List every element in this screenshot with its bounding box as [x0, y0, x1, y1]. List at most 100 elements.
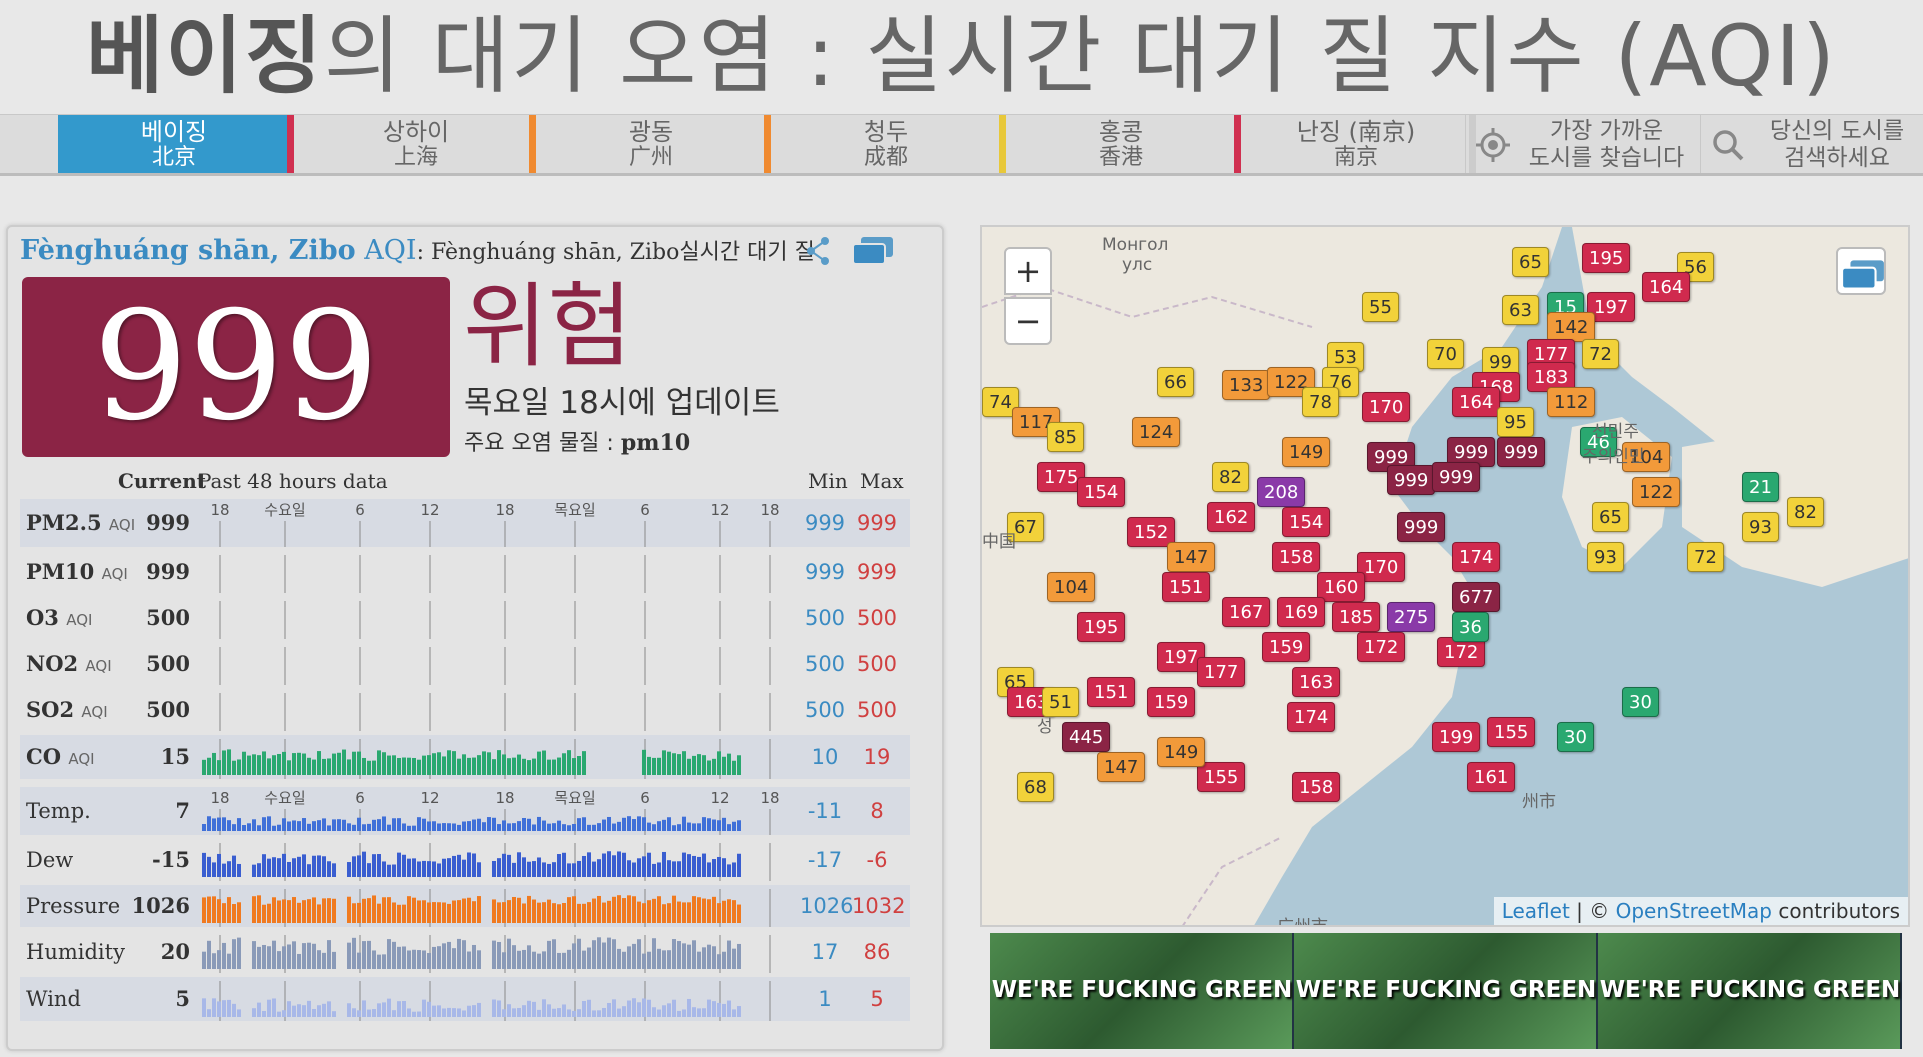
aqi-marker[interactable]: 70: [1427, 339, 1464, 369]
map-fullscreen-button[interactable]: [1836, 247, 1886, 295]
aqi-marker[interactable]: 30: [1557, 722, 1594, 752]
city-tab-0[interactable]: 베이징 北京: [58, 115, 294, 173]
aqi-marker[interactable]: 93: [1587, 542, 1624, 572]
aqi-marker[interactable]: 999: [1387, 465, 1436, 495]
pollutant-row-3[interactable]: NO2 AQI 500 500 500: [20, 643, 910, 685]
aqi-marker[interactable]: 677: [1452, 582, 1501, 612]
aqi-marker[interactable]: 177: [1197, 657, 1246, 687]
aqi-marker[interactable]: 174: [1287, 702, 1336, 732]
aqi-marker[interactable]: 158: [1272, 542, 1321, 572]
aqi-marker[interactable]: 147: [1167, 542, 1216, 572]
aqi-marker[interactable]: 133: [1222, 370, 1271, 400]
aqi-marker[interactable]: 78: [1302, 387, 1339, 417]
pollutant-row-1[interactable]: PM10 AQI 999 999 999: [20, 551, 910, 593]
aqi-marker[interactable]: 93: [1742, 512, 1779, 542]
aqi-marker[interactable]: 30: [1622, 687, 1659, 717]
aqi-marker[interactable]: 170: [1357, 552, 1406, 582]
aqi-marker[interactable]: 162: [1207, 502, 1256, 532]
aqi-marker[interactable]: 149: [1157, 737, 1206, 767]
aqi-marker[interactable]: 169: [1277, 597, 1326, 627]
osm-link[interactable]: OpenStreetMap: [1615, 899, 1773, 923]
aqi-marker[interactable]: 164: [1452, 387, 1501, 417]
aqi-marker[interactable]: 155: [1487, 717, 1536, 747]
pollutant-row-7[interactable]: Dew -15 -17 -6: [20, 839, 910, 881]
ad-tile[interactable]: WE'RE FUCKING GREEN: [1294, 933, 1598, 1049]
ad-banner[interactable]: WE'RE FUCKING GREEN WE'RE FUCKING GREEN WE…: [990, 933, 1902, 1049]
pollutant-row-9[interactable]: Humidity 20 17 86: [20, 931, 910, 973]
aqi-marker[interactable]: 158: [1292, 772, 1341, 802]
aqi-marker[interactable]: 172: [1357, 632, 1406, 662]
aqi-marker[interactable]: 112: [1547, 387, 1596, 417]
aqi-marker[interactable]: 167: [1222, 597, 1271, 627]
city-tab-4[interactable]: 홍콩 香港: [1005, 115, 1241, 173]
aqi-marker[interactable]: 275: [1387, 602, 1436, 632]
aqi-marker[interactable]: 155: [1197, 762, 1246, 792]
aqi-marker[interactable]: 208: [1257, 477, 1306, 507]
ad-tile[interactable]: WE'RE FUCKING GREEN: [1598, 933, 1902, 1049]
leaflet-link[interactable]: Leaflet: [1501, 899, 1570, 923]
aqi-marker[interactable]: 445: [1062, 722, 1111, 752]
aqi-marker[interactable]: 174: [1452, 542, 1501, 572]
aqi-marker[interactable]: 197: [1157, 642, 1206, 672]
aqi-marker[interactable]: 63: [1502, 295, 1539, 325]
aqi-marker[interactable]: 199: [1432, 722, 1481, 752]
aqi-marker[interactable]: 51: [1042, 687, 1079, 717]
zoom-out-button[interactable]: −: [1004, 297, 1052, 345]
aqi-marker[interactable]: 170: [1362, 392, 1411, 422]
aqi-marker[interactable]: 999: [1397, 512, 1446, 542]
aqi-marker[interactable]: 104: [1047, 572, 1096, 602]
aqi-marker[interactable]: 122: [1632, 477, 1681, 507]
aqi-marker[interactable]: 85: [1047, 422, 1084, 452]
aqi-marker[interactable]: 104: [1622, 442, 1671, 472]
aqi-marker[interactable]: 122: [1267, 367, 1316, 397]
aqi-map[interactable]: 65 195 56 164 55 63 15 197 142 70 99 177 72 53 66 133 12…: [980, 225, 1910, 927]
aqi-marker[interactable]: 46: [1580, 427, 1617, 457]
nearest-button[interactable]: 가장 가까운 도시를 찾습니다: [1465, 115, 1697, 173]
aqi-marker[interactable]: 36: [1452, 612, 1489, 642]
pollutant-row-2[interactable]: O3 AQI 500 500 500: [20, 597, 910, 639]
aqi-marker[interactable]: 151: [1162, 572, 1211, 602]
aqi-marker[interactable]: 65: [1592, 502, 1629, 532]
aqi-marker[interactable]: 154: [1282, 507, 1331, 537]
aqi-marker[interactable]: 161: [1467, 762, 1516, 792]
aqi-marker[interactable]: 999: [1432, 462, 1481, 492]
multi-screen-icon[interactable]: [851, 235, 895, 267]
aqi-marker[interactable]: 82: [1787, 497, 1824, 527]
aqi-marker[interactable]: 163: [1292, 667, 1341, 697]
aqi-marker[interactable]: 147: [1097, 752, 1146, 782]
aqi-marker[interactable]: 55: [1362, 292, 1399, 322]
aqi-marker[interactable]: 72: [1582, 339, 1619, 369]
aqi-marker[interactable]: 159: [1147, 687, 1196, 717]
aqi-marker[interactable]: 66: [1157, 367, 1194, 397]
aqi-marker[interactable]: 154: [1077, 477, 1126, 507]
station-name[interactable]: Fènghuáng shān, Zibo: [20, 235, 356, 266]
aqi-marker[interactable]: 53: [1327, 342, 1364, 372]
aqi-marker[interactable]: 160: [1317, 572, 1366, 602]
city-tab-2[interactable]: 광동 广州: [535, 115, 771, 173]
search-button[interactable]: 당신의 도시를 검색하세요: [1700, 115, 1923, 173]
aqi-marker[interactable]: 197: [1587, 292, 1636, 322]
pollutant-row-8[interactable]: Pressure 1026 1026 1032: [20, 885, 910, 927]
aqi-marker[interactable]: 72: [1687, 542, 1724, 572]
aqi-marker[interactable]: 149: [1282, 437, 1331, 467]
zoom-in-button[interactable]: +: [1004, 247, 1052, 295]
aqi-marker[interactable]: 124: [1132, 417, 1181, 447]
aqi-marker[interactable]: 142: [1547, 312, 1596, 342]
pollutant-row-6[interactable]: Temp. 7 -11 8 18 수요일 6 12 18 목요일 6 12 18: [20, 787, 910, 835]
city-tab-5[interactable]: 난징 (南京) 南京: [1240, 115, 1476, 173]
pollutant-row-10[interactable]: Wind 5 1 5: [20, 977, 910, 1021]
aqi-marker[interactable]: 95: [1497, 407, 1534, 437]
aqi-marker[interactable]: 195: [1077, 612, 1126, 642]
aqi-marker[interactable]: 159: [1262, 632, 1311, 662]
aqi-marker[interactable]: 164: [1642, 272, 1691, 302]
share-icon[interactable]: [803, 235, 835, 267]
pollutant-row-4[interactable]: SO2 AQI 500 500 500: [20, 689, 910, 731]
aqi-marker[interactable]: 21: [1742, 472, 1779, 502]
city-tab-1[interactable]: 상하이 上海: [300, 115, 536, 173]
aqi-marker[interactable]: 82: [1212, 462, 1249, 492]
pollutant-row-0[interactable]: PM2.5 AQI 999 999 999 18 수요일 6 12 18 목요일 6 12 18: [20, 499, 910, 547]
aqi-marker[interactable]: 195: [1582, 243, 1631, 273]
aqi-marker[interactable]: 999: [1497, 437, 1546, 467]
pollutant-row-5[interactable]: CO AQI 15 10 19: [20, 735, 910, 779]
aqi-marker[interactable]: 67: [1007, 512, 1044, 542]
